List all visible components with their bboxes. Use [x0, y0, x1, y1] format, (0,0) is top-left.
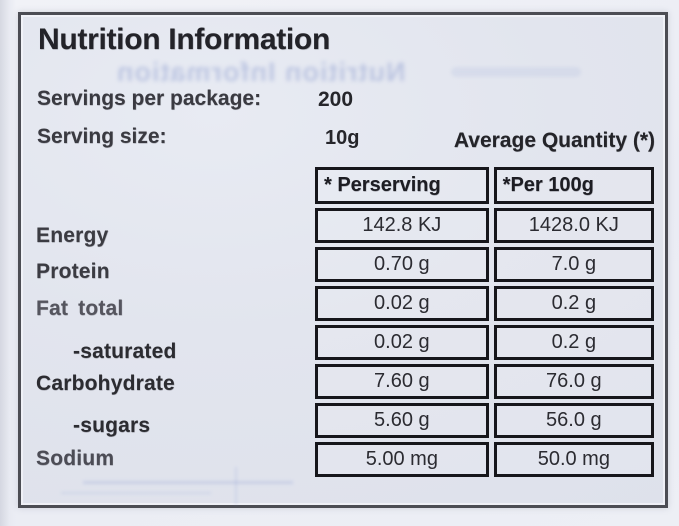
- nutrient-label-protein: Protein: [36, 260, 110, 283]
- ghost-bleedthrough-mark: [83, 481, 293, 484]
- table-header-row: * Perserving *Per 100g: [315, 167, 654, 204]
- nutrient-label-sodium: Sodium: [36, 447, 115, 470]
- table-row-carbohydrate: 7.60 g 76.0 g: [315, 364, 654, 399]
- cell-carbohydrate-per-serving: 7.60 g: [315, 364, 489, 399]
- nutrient-label-carbohydrate: Carbohydrate: [36, 372, 175, 395]
- cell-protein-per-100g: 7.0 g: [493, 247, 654, 282]
- cell-fat-total-per-100g: 0.2 g: [493, 286, 654, 321]
- nutrition-label: Nutrition Information Nutrition Informat…: [18, 12, 668, 508]
- table-row-saturated: 0.02 g 0.2 g: [315, 325, 654, 360]
- servings-per-package-value: 200: [318, 88, 354, 111]
- cell-energy-per-100g: 1428.0 KJ: [493, 208, 654, 243]
- table-row-sodium: 5.00 mg 50.0 mg: [315, 442, 654, 477]
- cell-saturated-per-serving: 0.02 g: [315, 325, 489, 360]
- ghost-bleedthrough-mark: [61, 492, 211, 494]
- column-header-per-serving: * Perserving: [315, 167, 489, 204]
- quantity-table: * Perserving *Per 100g 142.8 KJ 1428.0 K…: [310, 163, 659, 481]
- nutrient-label-saturated: -saturated: [73, 340, 177, 363]
- table-row-protein: 0.70 g 7.0 g: [315, 247, 654, 282]
- average-quantity-header: Average Quantity (*): [453, 129, 655, 152]
- ghost-bleedthrough-title: Nutrition Information: [116, 57, 406, 87]
- table-row-energy: 142.8 KJ 1428.0 KJ: [315, 208, 654, 243]
- cell-fat-total-per-serving: 0.02 g: [315, 286, 489, 321]
- ghost-bleedthrough-mark: [451, 67, 581, 77]
- cell-sugars-per-serving: 5.60 g: [315, 403, 489, 438]
- serving-size-label: Serving size:: [37, 125, 167, 148]
- cell-sodium-per-100g: 50.0 mg: [493, 442, 654, 477]
- table-row-fat-total: 0.02 g 0.2 g: [315, 286, 654, 321]
- column-header-per-100g: *Per 100g: [493, 167, 654, 204]
- ghost-bleedthrough-mark: [235, 467, 237, 505]
- servings-per-package-label: Servings per package:: [37, 87, 262, 110]
- serving-size-value: 10g: [325, 127, 360, 149]
- cell-saturated-per-100g: 0.2 g: [493, 325, 654, 360]
- nutrient-label-sugars: -sugars: [73, 414, 151, 437]
- nutrient-label-energy: Energy: [36, 224, 109, 247]
- table-row-sugars: 5.60 g 56.0 g: [315, 403, 654, 438]
- nutrient-label-fat-total: Fat total: [36, 297, 124, 320]
- cell-energy-per-serving: 142.8 KJ: [315, 208, 489, 243]
- cell-carbohydrate-per-100g: 76.0 g: [493, 364, 654, 399]
- cell-protein-per-serving: 0.70 g: [315, 247, 489, 282]
- cell-sodium-per-serving: 5.00 mg: [315, 442, 489, 477]
- cell-sugars-per-100g: 56.0 g: [493, 403, 654, 438]
- label-title: Nutrition Information: [38, 23, 330, 56]
